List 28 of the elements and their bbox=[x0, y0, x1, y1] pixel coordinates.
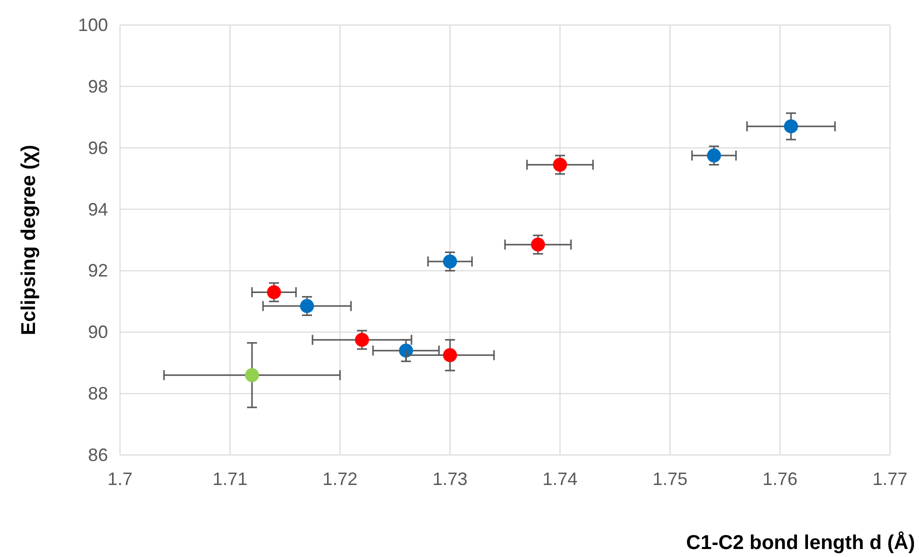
point bbox=[245, 368, 259, 382]
point bbox=[443, 254, 457, 268]
x-tick-label: 1.73 bbox=[432, 469, 468, 489]
x-tick-label: 1.76 bbox=[762, 469, 798, 489]
y-tick-label: 88 bbox=[88, 384, 108, 404]
point bbox=[531, 238, 545, 252]
x-tick-label: 1.75 bbox=[652, 469, 688, 489]
x-tick-label: 1.71 bbox=[212, 469, 248, 489]
y-tick-label: 86 bbox=[88, 445, 108, 465]
y-tick-label: 92 bbox=[88, 260, 108, 281]
y-tick-label: 96 bbox=[88, 138, 108, 158]
x-tick-label: 1.74 bbox=[542, 469, 578, 489]
y-tick-label: 100 bbox=[78, 15, 108, 35]
point bbox=[300, 299, 314, 314]
x-axis-title: C1-C2 bond length d (Å) bbox=[686, 531, 915, 554]
point bbox=[553, 158, 567, 172]
x-tick-label: 1.77 bbox=[872, 469, 908, 489]
x-tick-label: 1.7 bbox=[107, 469, 133, 489]
x-tick-label: 1.72 bbox=[322, 469, 358, 489]
y-axis-title: Eclipsing degree (χ) bbox=[18, 144, 40, 336]
y-tick-label: 98 bbox=[88, 76, 108, 96]
y-tick-label: 94 bbox=[88, 199, 108, 220]
point bbox=[784, 119, 798, 134]
y-tick-label: 90 bbox=[88, 322, 108, 342]
point bbox=[355, 332, 369, 347]
point bbox=[267, 285, 281, 300]
point bbox=[443, 348, 457, 362]
point bbox=[707, 148, 721, 163]
